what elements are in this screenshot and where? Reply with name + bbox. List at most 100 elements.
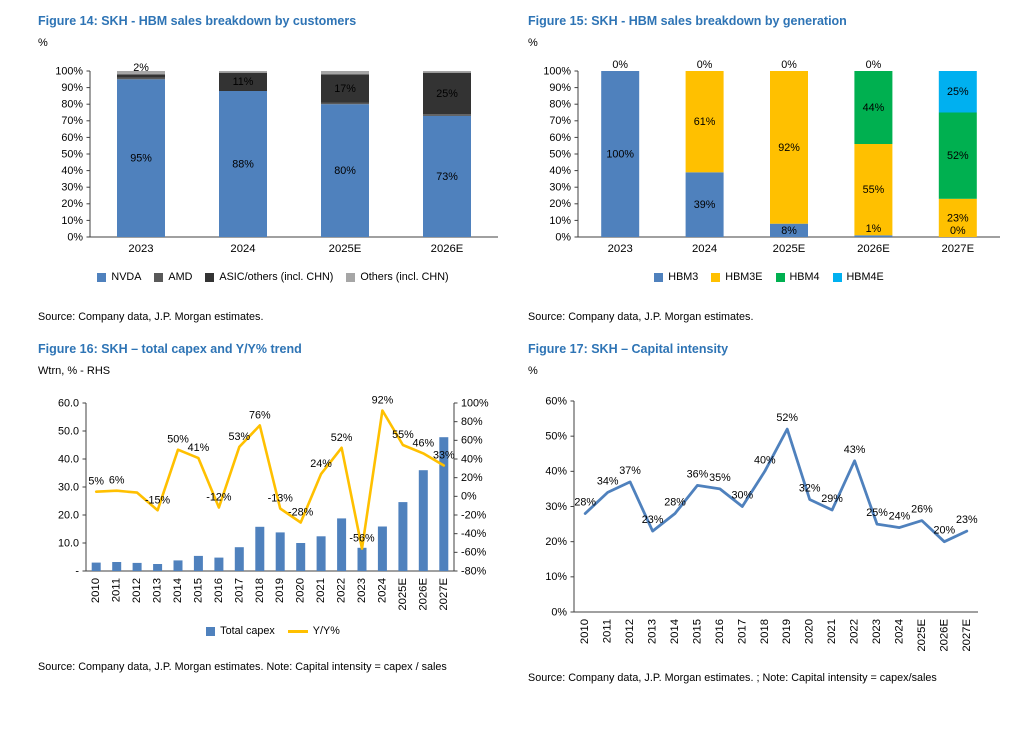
figure-16-panel: Figure 16: SKH – total capex and Y/Y% tr… xyxy=(38,342,508,673)
svg-text:-15%: -15% xyxy=(145,494,171,506)
svg-text:40.0: 40.0 xyxy=(58,453,79,465)
svg-text:2023: 2023 xyxy=(128,243,153,255)
svg-text:28%: 28% xyxy=(574,497,596,509)
svg-text:2012: 2012 xyxy=(624,619,636,644)
svg-text:95%: 95% xyxy=(130,153,152,165)
svg-text:88%: 88% xyxy=(232,158,254,170)
legend-square-swatch xyxy=(154,272,164,282)
svg-text:2013: 2013 xyxy=(647,619,659,644)
figure-15-source: Source: Company data, J.P. Morgan estima… xyxy=(528,311,754,323)
legend-label: AMD xyxy=(168,271,193,283)
svg-text:100%: 100% xyxy=(543,65,571,77)
legend-item-2: HBM4 xyxy=(775,271,820,283)
legend-item-1: HBM3E xyxy=(711,271,763,283)
svg-text:17%: 17% xyxy=(334,83,356,95)
legend-label: HBM3 xyxy=(668,271,699,283)
svg-text:-40%: -40% xyxy=(461,528,487,540)
svg-text:10%: 10% xyxy=(549,215,571,227)
svg-text:2026E: 2026E xyxy=(431,243,464,255)
svg-text:2025E: 2025E xyxy=(397,578,409,611)
svg-text:2025E: 2025E xyxy=(329,243,362,255)
svg-text:80%: 80% xyxy=(461,416,483,428)
svg-text:2012: 2012 xyxy=(131,578,143,603)
svg-text:0%: 0% xyxy=(555,231,571,243)
svg-text:60.0: 60.0 xyxy=(58,397,79,409)
svg-text:2023: 2023 xyxy=(608,243,633,255)
svg-text:43%: 43% xyxy=(844,444,866,456)
svg-text:2027E: 2027E xyxy=(438,578,450,611)
svg-text:-80%: -80% xyxy=(461,565,487,577)
svg-text:100%: 100% xyxy=(606,148,634,160)
svg-text:-56%: -56% xyxy=(349,533,375,545)
svg-text:2017: 2017 xyxy=(736,619,748,644)
svg-text:2%: 2% xyxy=(133,62,149,74)
svg-text:2022: 2022 xyxy=(849,619,861,644)
figure-17-title: Figure 17: SKH – Capital intensity xyxy=(528,342,729,356)
chart-svg: 0% 10% 20% 30% 40% 50% 60% 70% 80% 90% 100% 2023 202… xyxy=(55,62,498,255)
svg-text:2022: 2022 xyxy=(336,578,348,603)
svg-text:50%: 50% xyxy=(61,148,83,160)
svg-text:30%: 30% xyxy=(545,501,567,513)
figure-16-title: Figure 16: SKH – total capex and Y/Y% tr… xyxy=(38,342,302,356)
svg-text:0%: 0% xyxy=(697,59,713,71)
svg-text:40%: 40% xyxy=(545,466,567,478)
svg-text:76%: 76% xyxy=(249,409,271,421)
svg-text:20%: 20% xyxy=(461,472,483,484)
figure-16-chart-canvas: - 10.0 20.0 30.0 40.0 50.0 60.0 -80% -60% -40% -20… xyxy=(38,381,508,619)
legend-label: Total capex xyxy=(220,625,275,637)
svg-text:1%: 1% xyxy=(866,223,882,235)
svg-text:2011: 2011 xyxy=(602,619,614,643)
svg-text:2026E: 2026E xyxy=(938,619,950,652)
svg-text:0%: 0% xyxy=(866,59,882,71)
svg-text:2025E: 2025E xyxy=(916,619,928,652)
legend-label: Others (incl. CHN) xyxy=(360,271,449,283)
legend-square-swatch xyxy=(206,626,216,636)
svg-text:26%: 26% xyxy=(911,504,933,516)
svg-text:60%: 60% xyxy=(461,435,483,447)
svg-text:2018: 2018 xyxy=(759,619,771,644)
svg-text:0%: 0% xyxy=(67,231,83,243)
legend-square-swatch xyxy=(832,272,842,282)
svg-text:2020: 2020 xyxy=(295,578,307,603)
legend-item-1: AMD xyxy=(154,271,192,283)
figure-14-unit-label: % xyxy=(38,37,48,49)
svg-text:-: - xyxy=(75,565,79,577)
legend-item-1: Y/Y% xyxy=(287,625,340,637)
legend-item-3: HBM4E xyxy=(832,271,884,283)
legend-label: NVDA xyxy=(111,271,142,283)
svg-text:2025E: 2025E xyxy=(773,243,806,255)
svg-text:2015: 2015 xyxy=(691,619,703,644)
svg-text:2024: 2024 xyxy=(893,619,905,644)
svg-text:61%: 61% xyxy=(694,116,716,128)
svg-text:30%: 30% xyxy=(61,182,83,194)
svg-text:25%: 25% xyxy=(866,507,888,519)
svg-text:60%: 60% xyxy=(61,132,83,144)
svg-text:73%: 73% xyxy=(436,171,458,183)
svg-text:50%: 50% xyxy=(545,431,567,443)
svg-text:20%: 20% xyxy=(545,536,567,548)
svg-text:2023: 2023 xyxy=(871,619,883,644)
legend-item-0: NVDA xyxy=(97,271,141,283)
chart-svg: 0% 10% 20% 30% 40% 50% 60% 2010 2011 2012 2013 2014… xyxy=(545,395,978,652)
svg-text:8%: 8% xyxy=(781,225,797,237)
svg-text:10.0: 10.0 xyxy=(58,537,79,549)
svg-text:20.0: 20.0 xyxy=(58,509,79,521)
svg-text:-28%: -28% xyxy=(288,507,314,519)
svg-text:35%: 35% xyxy=(709,472,731,484)
figure-15-legend: HBM3 HBM3E HBM4 HBM4E xyxy=(528,271,1010,283)
svg-text:40%: 40% xyxy=(754,454,776,466)
chart-svg: 0% 10% 20% 30% 40% 50% 60% 70% 80% 90% 100% 2023 202… xyxy=(543,59,1000,255)
svg-text:36%: 36% xyxy=(687,468,709,480)
svg-text:23%: 23% xyxy=(642,514,664,526)
svg-text:2019: 2019 xyxy=(781,619,793,644)
svg-text:2019: 2019 xyxy=(274,578,286,603)
figure-14-source: Source: Company data, J.P. Morgan estima… xyxy=(38,311,264,323)
svg-text:0%: 0% xyxy=(781,59,797,71)
svg-text:6%: 6% xyxy=(109,475,125,487)
svg-text:80%: 80% xyxy=(549,99,571,111)
svg-text:2010: 2010 xyxy=(579,619,591,644)
svg-text:40%: 40% xyxy=(461,453,483,465)
svg-text:50.0: 50.0 xyxy=(58,425,79,437)
svg-text:-20%: -20% xyxy=(461,509,487,521)
svg-text:10%: 10% xyxy=(61,215,83,227)
